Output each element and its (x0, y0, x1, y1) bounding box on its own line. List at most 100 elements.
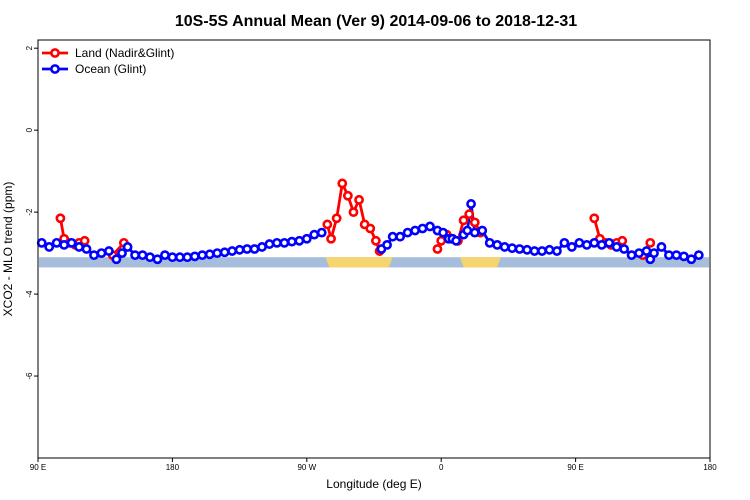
plot-frame (37, 39, 711, 459)
ocean-series-point (81, 244, 92, 254)
ocean-series-point (219, 247, 230, 258)
ocean-series-point (249, 244, 260, 254)
ocean-series-point (96, 248, 107, 258)
x-axis-label: Longitude (deg E) (326, 477, 421, 491)
land-series-point (337, 178, 348, 189)
ocean-series-point (227, 246, 238, 256)
ocean-series-point (137, 250, 148, 261)
ocean-series-point (693, 250, 704, 261)
ocean-series-point (466, 199, 476, 209)
ocean-series-point (477, 225, 488, 236)
ocean-series-point (36, 237, 47, 248)
land-series-point (79, 235, 90, 246)
ocean-series-point (309, 229, 320, 240)
ocean-series-point (122, 242, 133, 252)
ocean-series-point (294, 235, 305, 246)
ocean-series-point (484, 237, 495, 248)
land-series-point (354, 194, 364, 205)
ocean-series-point (581, 240, 592, 250)
ocean-series-point (234, 244, 245, 255)
ocean-series-point (656, 242, 667, 252)
ocean-series-point (649, 248, 659, 258)
land-series-point (589, 213, 600, 224)
land-series-point (370, 235, 381, 246)
ocean-series-point (626, 250, 637, 261)
ocean-series-point (66, 237, 77, 248)
land-series-point (458, 215, 469, 226)
x-tick-label: 90 E (30, 463, 46, 472)
land-series-point (331, 213, 342, 224)
ocean-series-point (425, 221, 435, 232)
ocean-series-point (242, 244, 252, 254)
x-axis: 90 E 180 90 W 0 90 E 180 (30, 458, 717, 472)
ocean-series-point (678, 251, 689, 262)
land-series-point (645, 237, 656, 248)
land-series-point (469, 217, 480, 228)
x-tick-label: 0 (439, 463, 444, 472)
ocean-series-point (417, 223, 428, 234)
land-series-point (322, 219, 333, 230)
ocean-series-point (264, 239, 275, 249)
ocean-series-point (74, 242, 84, 252)
ocean-series-point (44, 242, 55, 252)
ocean-series-point (89, 250, 99, 261)
ocean-series-point (641, 246, 652, 256)
land-series-point (348, 207, 359, 218)
legend: Land (Nadir&Glint) Ocean (Glint) (42, 46, 174, 76)
ocean-series-point (589, 237, 600, 248)
series-layer (36, 178, 704, 265)
land-series-point (432, 244, 443, 254)
ocean-series-point (160, 250, 170, 261)
ocean-series-point (438, 227, 448, 238)
y-tick-label: -6 (25, 372, 34, 380)
ocean-series-point (410, 225, 420, 236)
y-tick-label: -2 (25, 208, 34, 216)
ocean-series-point (671, 250, 682, 261)
ocean-series-point (469, 227, 480, 238)
ocean-series-point (686, 254, 697, 265)
ocean-series-point (604, 237, 615, 248)
ocean-series-point (382, 240, 392, 250)
ocean-series-point (559, 237, 570, 248)
y-axis-label: XCO2 - MLO trend (ppm) (1, 182, 15, 317)
land-series-point (365, 223, 376, 234)
ocean-series-point (117, 248, 127, 258)
chart-title: 10S-5S Annual Mean (Ver 9) 2014-09-06 to… (175, 13, 577, 30)
ocean-series-point (537, 246, 547, 256)
ocean-series-point (462, 225, 473, 236)
map-land-segment (459, 257, 501, 268)
ocean-series-point (174, 252, 185, 263)
ocean-series-point (145, 252, 155, 263)
x-tick-label: 180 (166, 463, 180, 472)
land-series-point (464, 209, 475, 220)
ocean-series-point (316, 227, 327, 238)
ocean-series-point (611, 242, 622, 252)
y-axis: 2 0 -2 -4 -6 (25, 45, 38, 380)
ocean-series-point (596, 240, 607, 250)
ocean-series-point (204, 249, 215, 260)
ocean-series-point (619, 244, 630, 254)
map-land-segment (325, 257, 393, 268)
ocean-series-point (212, 248, 223, 258)
y-tick-label: 2 (25, 45, 34, 50)
legend-marker (50, 48, 60, 58)
ocean-series-point (51, 237, 62, 248)
ocean-series-point (664, 250, 674, 261)
land-series-point (617, 235, 628, 246)
x-tick-label: 90 W (297, 463, 316, 472)
ocean-series-point (189, 251, 200, 262)
ocean-series-point (111, 254, 122, 265)
ocean-series-point (451, 235, 462, 246)
ocean-series-point (499, 242, 510, 252)
ocean-series-point (279, 237, 290, 248)
ocean-series-point (492, 240, 503, 250)
land-series-point (326, 233, 336, 244)
x-tick-label: 90 E (567, 463, 583, 472)
ocean-series-point (272, 237, 282, 248)
map-band (39, 257, 709, 268)
land-series-point (342, 190, 353, 201)
ocean-series-point (286, 236, 297, 247)
ocean-series-point (566, 242, 577, 252)
y-tick-label: 0 (25, 127, 34, 132)
